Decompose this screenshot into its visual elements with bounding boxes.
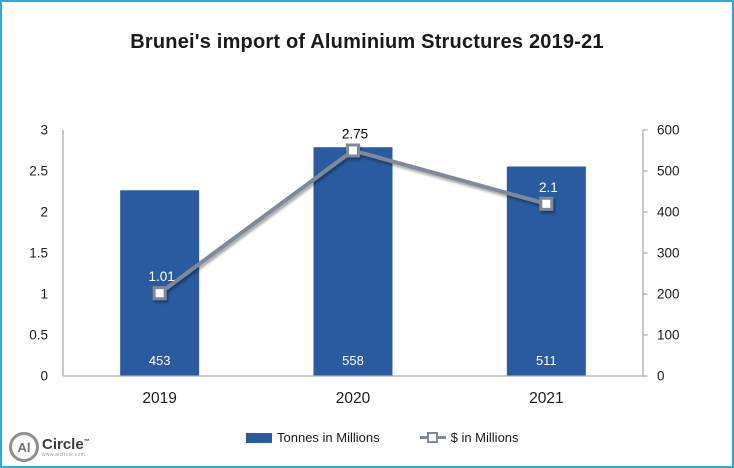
right-axis-tick-label: 600 [657, 123, 680, 138]
line-value-label: 2.75 [342, 127, 368, 142]
line-series [152, 143, 554, 301]
line-value-label: 2.1 [539, 180, 558, 195]
left-axis-tick-label: 0 [40, 369, 48, 384]
line-marker-2019 [152, 286, 167, 301]
line-value-label: 1.01 [149, 269, 175, 284]
x-axis-label-2020: 2020 [336, 390, 371, 407]
legend-label-tonnes: Tonnes in Millions [277, 430, 380, 445]
right-axis-tick-label: 400 [657, 205, 680, 220]
alcircle-logo: Al Circle™ www.alcircle.com [9, 432, 90, 462]
line-swatch-marker [426, 432, 438, 443]
left-axis-tick-label: 1 [40, 287, 48, 302]
left-axis-tick-label: 3 [40, 123, 48, 138]
line-marker-2020 [346, 143, 360, 158]
legend-item-tonnes: Tonnes in Millions [246, 430, 380, 445]
legend-label-dollars: $ in Millions [450, 430, 519, 445]
left-axis-tick-label: 1.5 [29, 246, 48, 261]
line-series-swatch [419, 431, 446, 444]
left-axis-tick-label: 2.5 [29, 164, 48, 179]
chart-title: Brunei's import of Aluminium Structures … [130, 31, 604, 53]
right-axis-tick-label: 500 [657, 164, 680, 179]
alcircle-logo-icon: Al [9, 432, 39, 462]
logo-url: www.alcircle.com [42, 451, 86, 458]
bar-value-label: 453 [149, 353, 171, 368]
x-axis-label-2021: 2021 [529, 390, 563, 407]
bar-2019 [120, 190, 200, 376]
right-axis-tick-label: 100 [657, 328, 680, 343]
right-axis-tick-label: 200 [657, 287, 680, 302]
trademark-mark: ™ [83, 438, 90, 445]
x-axis-label-2019: 2019 [142, 390, 176, 407]
line-marker-2021 [539, 196, 554, 211]
left-axis-tick-label: 0.5 [29, 328, 48, 343]
bar-2020 [313, 147, 393, 376]
legend-item-dollars: $ in Millions [419, 430, 519, 445]
left-axis-tick-label: 2 [40, 205, 48, 220]
right-axis-tick-label: 300 [657, 246, 680, 261]
right-axis-tick-label: 0 [657, 369, 665, 384]
bar-value-label: 558 [342, 353, 364, 368]
logo-brand: Circle™ [42, 435, 90, 453]
legend: Tonnes in Millions $ in Millions [246, 430, 519, 445]
bar-value-label: 511 [536, 353, 557, 368]
bar-series-swatch [246, 432, 272, 443]
